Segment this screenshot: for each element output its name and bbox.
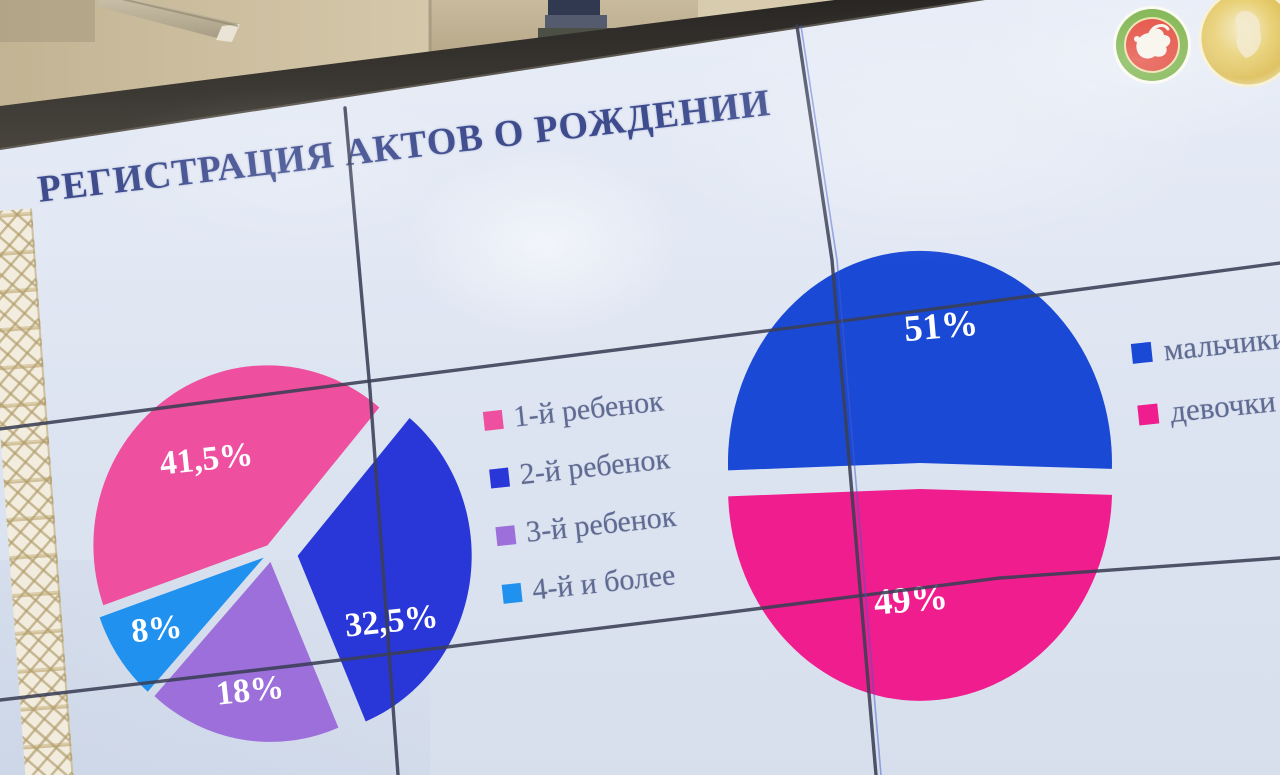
gold-emblem-icon xyxy=(1198,0,1280,88)
legend-item: 4-й и более xyxy=(501,557,684,610)
legend-item: девочки xyxy=(1136,381,1280,433)
legend-swatch xyxy=(501,582,523,604)
legend-birth-order: 1-й ребенок 2-й ребенок 3-й ребенок 4-й и б… xyxy=(482,384,687,634)
legend-label: 2-й ребенок xyxy=(518,442,672,492)
legend-label: 3-й ребенок xyxy=(524,499,678,549)
pie-percentage-label: 18% xyxy=(214,669,285,713)
legend-swatch xyxy=(1130,341,1153,364)
legend-swatch xyxy=(495,524,517,546)
pie-percentage-label: 51% xyxy=(902,303,979,350)
legend-swatch xyxy=(482,409,504,431)
legend-swatch xyxy=(1137,403,1160,426)
legend-label: девочки xyxy=(1168,383,1278,430)
legend-gender: мальчики девочки xyxy=(1130,320,1280,460)
legend-item: 3-й ребенок xyxy=(495,500,678,553)
pie-percentage-label: 8% xyxy=(129,608,184,650)
pie-percentage-label: 49% xyxy=(872,576,949,623)
legend-label: 4-й и более xyxy=(530,558,677,607)
wall-corner-shadow xyxy=(0,0,95,42)
legend-item: 2-й ребенок xyxy=(488,442,671,495)
light-fixture xyxy=(95,0,240,42)
tatarstan-coat-of-arms-icon xyxy=(1113,6,1191,84)
legend-swatch xyxy=(489,467,511,489)
